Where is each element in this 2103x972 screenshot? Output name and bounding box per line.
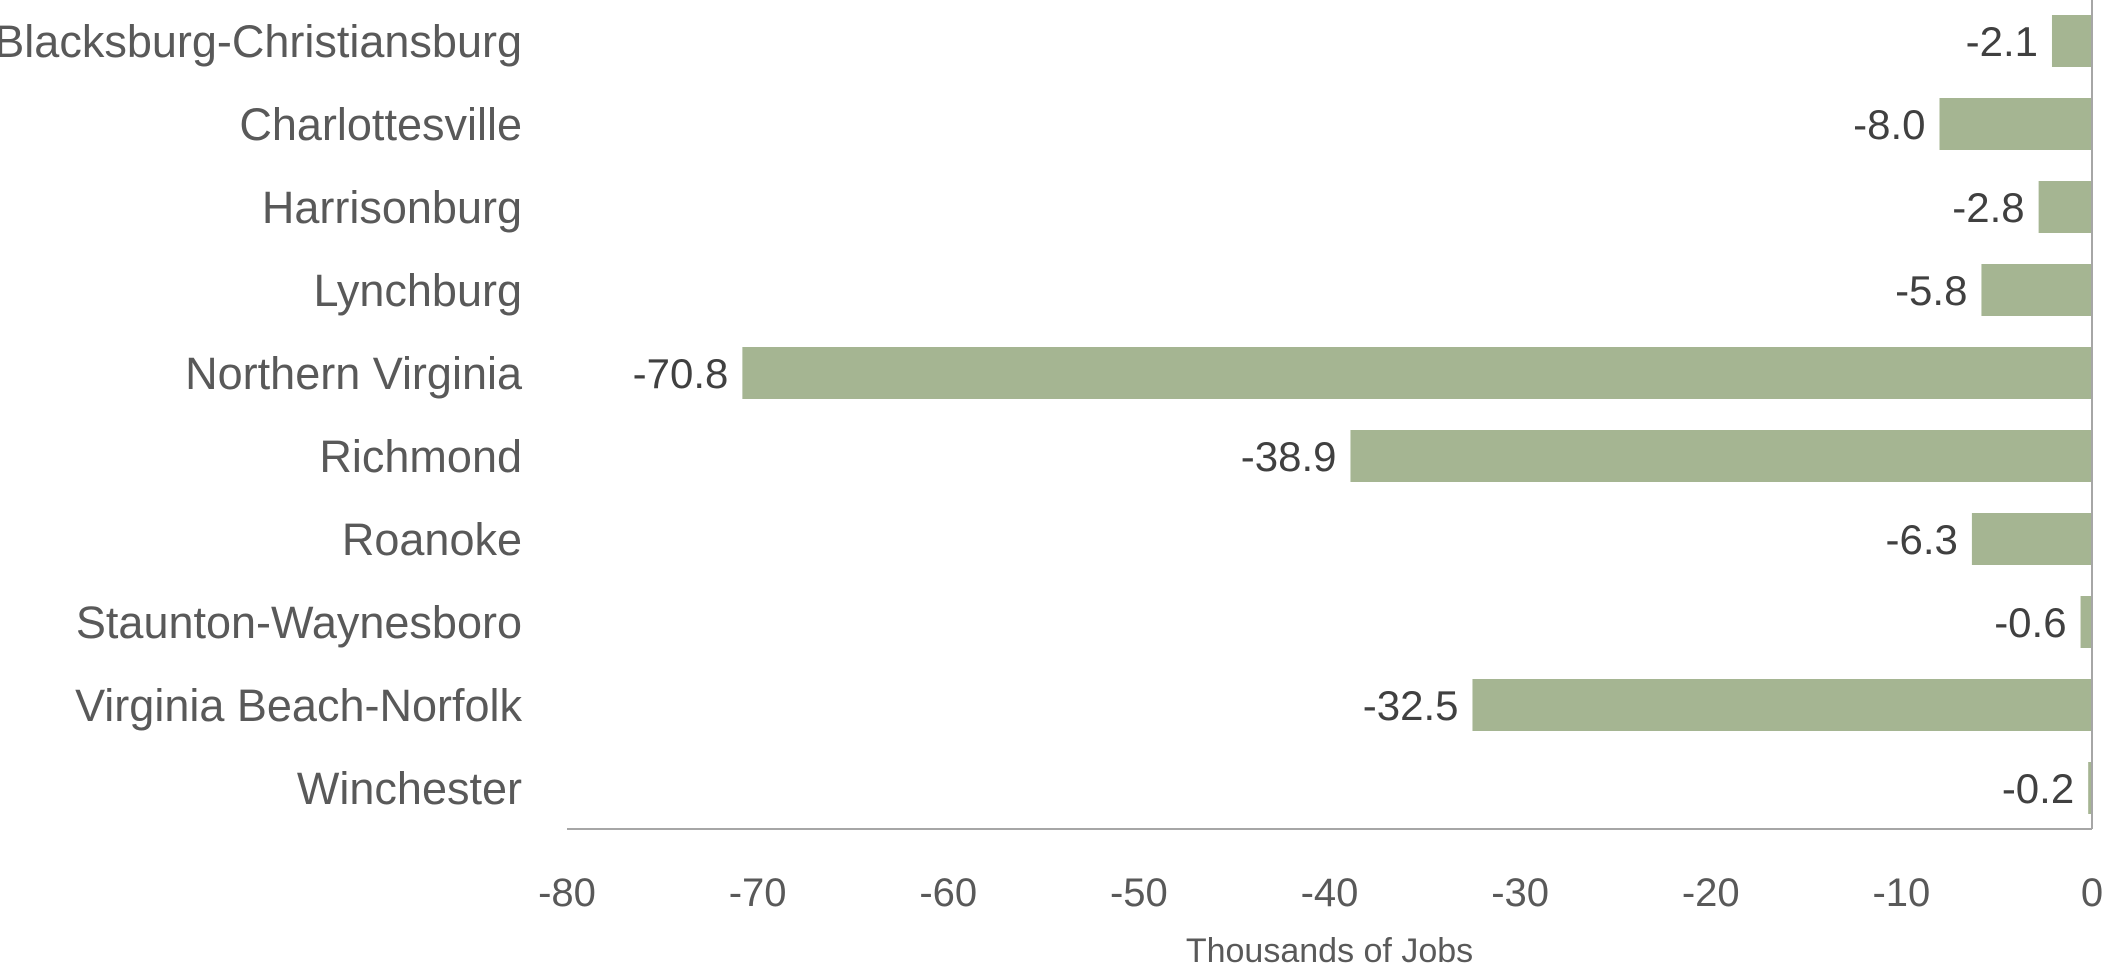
bar-harrisonburg <box>2038 181 2092 233</box>
value-label: -2.1 <box>1966 18 2038 65</box>
x-tick-label: -60 <box>919 871 977 915</box>
x-tick-label: -50 <box>1110 871 1168 915</box>
value-labels-group: -2.1 -8.0 -2.8 -5.8 -70.8 -38.9 -6.3 -0.6 -32.5 -… <box>633 18 2075 812</box>
category-label: Lynchburg <box>314 265 522 316</box>
value-label: -2.8 <box>1952 184 2024 231</box>
value-label: -6.3 <box>1886 516 1958 563</box>
value-label: -32.5 <box>1363 682 1459 729</box>
value-label: -38.9 <box>1241 433 1337 480</box>
x-tick-labels-group: -80 -70 -60 -50 -40 -30 -20 -10 0 <box>538 871 2103 915</box>
bar-northern-virginia <box>742 347 2092 399</box>
category-label: Virginia Beach-Norfolk <box>75 680 522 731</box>
category-label: Roanoke <box>342 514 522 565</box>
x-tick-label: -40 <box>1301 871 1359 915</box>
category-label: Winchester <box>297 763 522 814</box>
x-tick-label: -30 <box>1491 871 1549 915</box>
x-tick-label: -80 <box>538 871 596 915</box>
bar-virginia-beach-norfolk <box>1472 679 2092 731</box>
x-tick-label: -70 <box>729 871 787 915</box>
value-label: -5.8 <box>1895 267 1967 314</box>
x-tick-label: -20 <box>1682 871 1740 915</box>
bar-staunton-waynesboro <box>2080 596 2092 648</box>
value-label: -8.0 <box>1853 101 1925 148</box>
value-label: -0.6 <box>1994 599 2066 646</box>
bar-charlottesville <box>1939 98 2092 150</box>
x-axis-title: Thousands of Jobs <box>1186 932 1473 970</box>
value-label: -0.2 <box>2002 765 2074 812</box>
category-labels-group: Blacksburg-Christiansburg Charlottesville… <box>0 16 523 814</box>
category-label: Charlottesville <box>239 99 522 150</box>
category-label: Richmond <box>319 431 522 482</box>
bars-group <box>742 15 2092 814</box>
category-label: Harrisonburg <box>262 182 522 233</box>
x-tick-label: -10 <box>1872 871 1930 915</box>
x-tick-label: 0 <box>2081 871 2103 915</box>
bar-lynchburg <box>1981 264 2092 316</box>
bar-blacksburg-christiansburg <box>2051 15 2092 67</box>
category-label: Staunton-Waynesboro <box>76 597 522 648</box>
category-label: Blacksburg-Christiansburg <box>0 16 522 67</box>
bar-roanoke <box>1971 513 2092 565</box>
bar-richmond <box>1350 430 2092 482</box>
category-label: Northern Virginia <box>185 348 523 399</box>
value-label: -70.8 <box>633 350 729 397</box>
bar-winchester <box>2088 762 2092 814</box>
